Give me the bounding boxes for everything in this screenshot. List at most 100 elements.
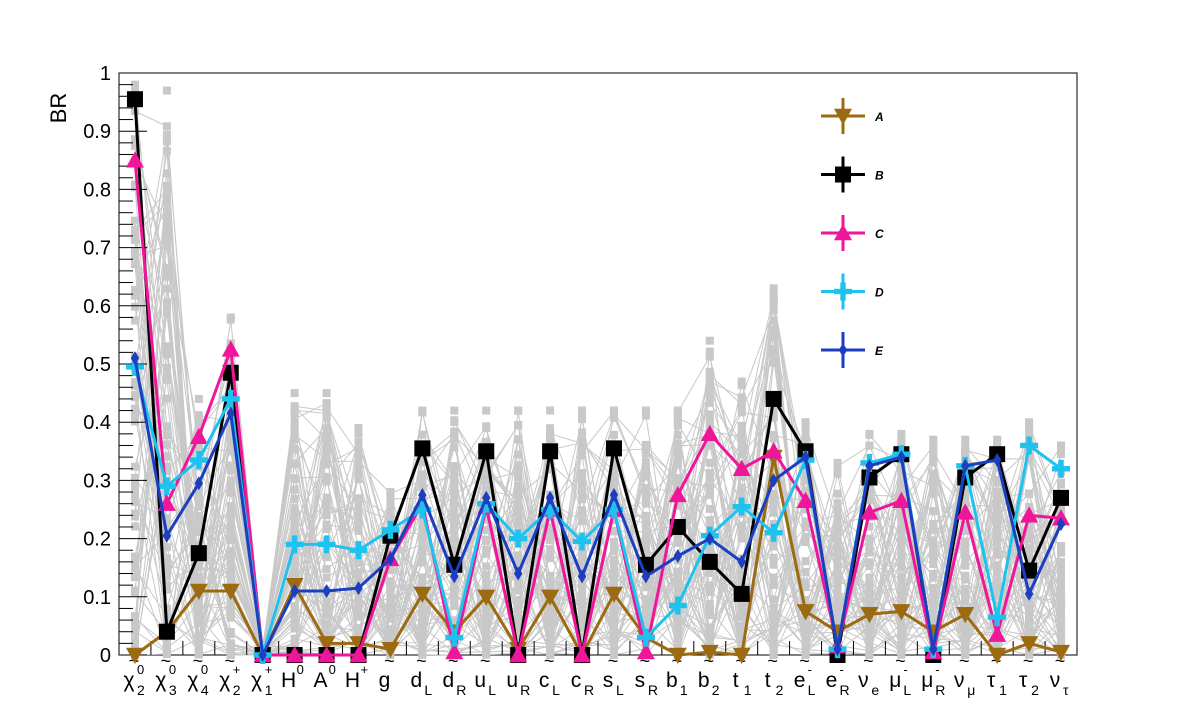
data-point-A [732, 647, 751, 664]
x-tick-label-base: b [698, 669, 710, 692]
background-scan-point [386, 494, 395, 503]
background-scan-point [514, 595, 523, 604]
background-scan-point [130, 410, 139, 419]
legend-label: D [875, 286, 884, 300]
x-tick-label: ~χ 0 3 [155, 651, 177, 698]
y-tick-label: 0.5 [83, 354, 111, 376]
legend-marker [835, 166, 851, 183]
background-scan-point [1025, 578, 1034, 587]
x-tick-label-sub: 2 [1031, 682, 1039, 698]
background-scan-point [705, 410, 714, 419]
data-point-C [1020, 506, 1039, 523]
background-scan-point [705, 568, 714, 577]
background-scan-point [929, 469, 938, 478]
background-scan-point [386, 515, 395, 524]
data-point-D-v [515, 529, 521, 548]
background-scan-point [322, 444, 331, 453]
data-point-A [796, 604, 815, 621]
background-scan-point [1057, 450, 1066, 459]
background-scan-point [162, 452, 171, 461]
background-scan-point [1057, 613, 1066, 622]
background-scan-point [290, 602, 299, 611]
background-scan-point [354, 520, 363, 529]
background-scan-point [865, 650, 874, 659]
background-scan-point [769, 331, 778, 340]
background-scan-point [226, 627, 235, 636]
background-scan-point [897, 478, 906, 487]
background-scan-point [162, 559, 171, 568]
background-scan-point [322, 525, 331, 534]
background-scan-point [961, 487, 970, 496]
background-scan-point [641, 538, 650, 547]
background-scan-point [194, 421, 203, 430]
data-point-E [290, 583, 299, 598]
data-point-A [413, 586, 432, 603]
background-scan-point [450, 587, 459, 596]
background-scan-point [609, 547, 618, 556]
y-tick-label: 0.6 [83, 296, 111, 318]
background-scan-point [801, 645, 810, 654]
background-scan-point [578, 548, 587, 557]
background-scan-point [546, 465, 555, 474]
data-point-B [733, 585, 750, 602]
background-scan-point [162, 193, 171, 202]
data-point-A [668, 647, 687, 664]
background-scan-point [833, 574, 842, 583]
background-scan-point [578, 597, 587, 606]
x-tick-label-base: s [603, 669, 614, 692]
background-scan-point [578, 506, 587, 515]
x-tick-label-sub: 1 [999, 682, 1007, 698]
background-scan-point [673, 476, 682, 485]
data-point-A [892, 604, 911, 621]
background-scan-point [546, 460, 555, 469]
x-tick-label-sup: - [935, 662, 939, 677]
background-scan-point [482, 625, 491, 634]
x-tick-label-sup: + [265, 662, 273, 677]
background-scan-point [130, 563, 139, 572]
background-scan-point [194, 602, 203, 611]
background-scan-point [418, 599, 427, 608]
background-scan-point [322, 412, 331, 421]
background-scan-point [578, 439, 587, 448]
x-tick-label-sub: 3 [169, 682, 177, 698]
background-scan-point [162, 375, 171, 384]
background-scan-point [673, 414, 682, 423]
background-scan-point [322, 597, 331, 606]
x-tick-label-sub: L [488, 682, 496, 698]
background-scan-point [641, 527, 650, 536]
background-scan-point [833, 567, 842, 576]
background-scan-point [322, 424, 331, 433]
background-scan-point [865, 429, 874, 438]
background-scan-point [418, 483, 427, 492]
background-scan-point [673, 584, 682, 593]
legend-marker [838, 343, 848, 357]
background-scan-point [1057, 542, 1066, 551]
background-scan-point [929, 551, 938, 560]
background-scan-point [578, 472, 587, 481]
data-point-E [801, 450, 810, 465]
background-scan-point [354, 457, 363, 466]
background-scan-point [737, 612, 746, 621]
data-point-C [860, 503, 879, 520]
background-scan-point [801, 471, 810, 480]
background-scan-point [609, 475, 618, 484]
background-scan-point [961, 597, 970, 606]
data-point-B [605, 440, 622, 457]
background-scan-point [418, 607, 427, 616]
background-scan-point [769, 615, 778, 624]
background-scan-point [673, 621, 682, 630]
background-scan-point [673, 629, 682, 638]
background-scan-point [737, 483, 746, 492]
data-point-D [541, 500, 560, 519]
background-scan-point [961, 636, 970, 645]
background-scan-point [226, 461, 235, 470]
background-scan-point [546, 551, 555, 560]
data-point-D-v [770, 523, 777, 542]
background-scan-point [1057, 632, 1066, 641]
data-point-E [418, 487, 427, 502]
x-tick-label-tilde: ~ [895, 651, 906, 671]
y-axis-label: BR [46, 93, 71, 124]
background-scan-point [482, 486, 491, 495]
background-scan-point [450, 593, 459, 602]
background-scan-point [162, 298, 171, 307]
